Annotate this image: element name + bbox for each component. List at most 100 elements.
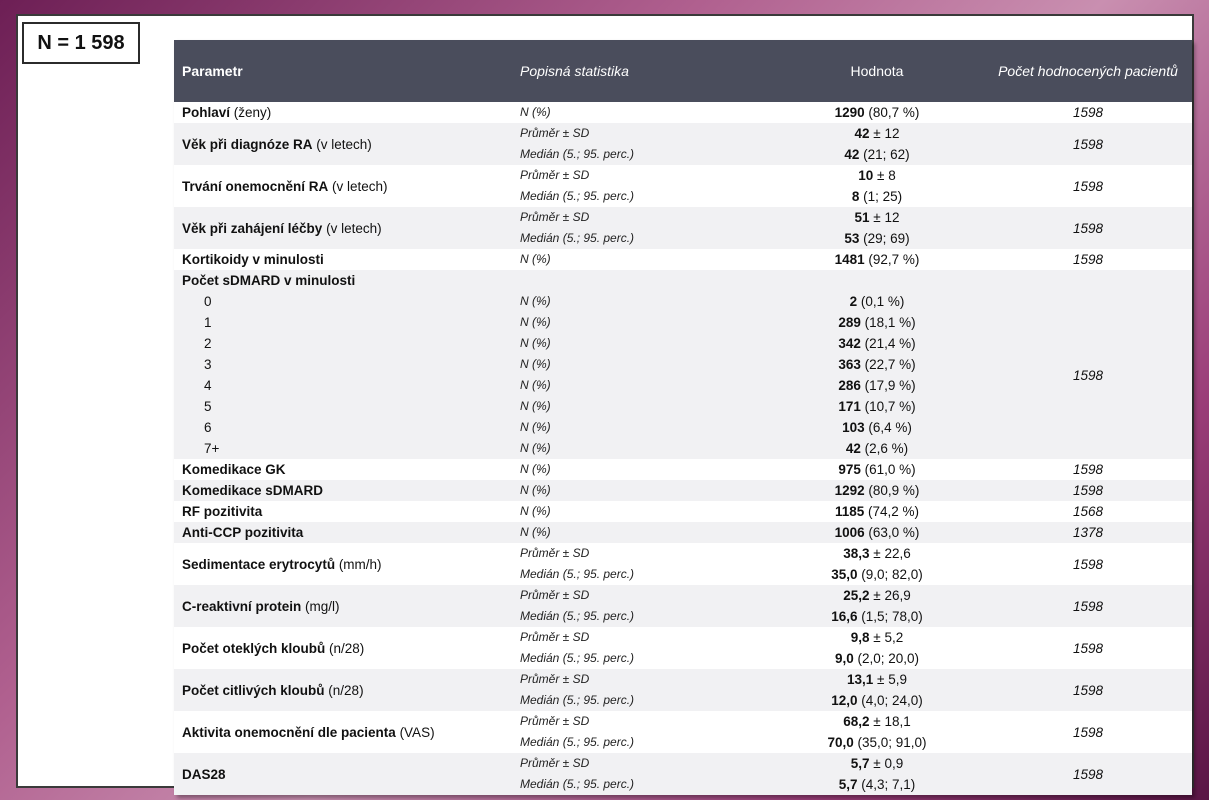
patient-count: 1598 [1072,136,1104,152]
statistic-label: Medián (5.; 95. perc.) [520,735,635,749]
statistic-cell: Průměr ± SD Medián (5.; 95. perc.) [514,669,770,711]
value-main: 103 [842,420,865,435]
value-cell: 1292 (80,9 %) [770,480,984,501]
statistic-cell: Průměr ± SD Medián (5.; 95. perc.) [514,543,770,585]
parameter-unit: (ženy) [230,105,272,120]
value-detail: ± 12 [869,210,900,225]
value-line: 35,0 (9,0; 82,0) [770,564,984,585]
statistic-label: N (%) [520,105,551,119]
statistic-cell: Průměr ± SD Medián (5.; 95. perc.) [514,123,770,165]
sdmard-count-label: 1 [204,315,212,330]
header-parameter: Parametr [182,63,243,79]
value-line: 1481 (92,7 %) [770,249,984,270]
value-line: 2 (0,1 %) [770,291,984,312]
statistic-label: Medián (5.; 95. perc.) [520,651,635,665]
value-main: 16,6 [831,609,858,624]
sdmard-count-label: 4 [204,378,212,393]
statistic-label: Medián (5.; 95. perc.) [520,231,635,245]
patient-count: 1598 [1072,105,1104,120]
value-main: 12,0 [831,693,858,708]
sdmard-block: Počet sDMARD v minulosti 0 1 2 3 4 5 6 7+ N (%) N … [174,270,1192,459]
value-main: 1185 [834,504,865,519]
statistic-cell: Průměr ± SD Medián (5.; 95. perc.) [514,585,770,627]
sdmard-count-label: 0 [204,294,212,309]
value-line: 5,7 ± 0,9 [770,753,984,774]
value-detail: (80,9 %) [864,483,920,498]
value-detail: (9,0; 82,0) [857,567,923,582]
value-detail: (61,0 %) [860,462,916,477]
statistic-label: Průměr ± SD [520,714,590,728]
value-main: 975 [838,462,861,477]
parameter-cell: Sedimentace erytrocytů (mm/h) [174,557,514,572]
value-detail: ± 8 [873,168,896,183]
parameter-name: Věk při zahájení léčby [182,220,323,236]
value-detail: (63,0 %) [864,525,920,540]
parameter-name: Věk při diagnóze RA [182,136,313,152]
patient-count: 1598 [1072,252,1104,267]
parameter-unit: (v letech) [328,178,388,194]
value-main: 42 [844,147,860,162]
value-cell: 42 ± 12 42 (21; 62) [770,123,984,165]
parameter-cell: Věk při zahájení léčby (v letech) [174,221,514,236]
parameter-cell: Komedikace sDMARD [174,483,514,498]
patient-count: 1598 [1072,483,1104,498]
value-detail: ± 5,9 [873,672,907,687]
statistic-label: Průměr ± SD [520,168,590,182]
value-main: 289 [838,315,861,330]
value-main: 1481 [834,252,865,267]
sdmard-count-label: 2 [204,336,212,351]
parameter-name: Počet citlivých kloubů [182,682,325,698]
value-detail: (1; 25) [859,189,903,204]
table-body: Pohlaví (ženy) N (%) 1290 (80,7 %) 1598 Věk … [174,102,1192,795]
table-row: RF pozitivita N (%) 1185 (74,2 %) 1568 [174,501,1192,522]
parameter-name: Komedikace GK [182,462,286,477]
value-detail: (0,1 %) [857,294,905,309]
statistic-label: Průměr ± SD [520,210,590,224]
value-line: 68,2 ± 18,1 [770,711,984,732]
patient-count: 1598 [1072,598,1104,614]
statistic-label: Medián (5.; 95. perc.) [520,189,635,203]
statistic-cell: Průměr ± SD Medián (5.; 95. perc.) [514,711,770,753]
value-cell: 51 ± 12 53 (29; 69) [770,207,984,249]
value-main: 363 [838,357,861,372]
statistic-label: N (%) [520,504,551,518]
statistic-cell: Průměr ± SD Medián (5.; 95. perc.) [514,207,770,249]
table-row: Komedikace sDMARD N (%) 1292 (80,9 %) 1598 [174,480,1192,501]
value-line: 38,3 ± 22,6 [770,543,984,564]
parameter-cell: Počet citlivých kloubů (n/28) [174,683,514,698]
table-row: Počet oteklých kloubů (n/28) Průměr ± SD M… [174,627,1192,669]
value-line: 10 ± 8 [770,165,984,186]
value-main: 25,2 [843,588,870,603]
patient-count: 1598 [1072,178,1104,194]
value-line: 8 (1; 25) [770,186,984,207]
table-row: Věk při zahájení léčby (v letech) Průměr … [174,207,1192,249]
sdmard-count-label: 3 [204,357,212,372]
parameter-name: Anti-CCP pozitivita [182,525,304,540]
parameter-name: RF pozitivita [182,504,263,519]
table-row: Sedimentace erytrocytů (mm/h) Průměr ± SD… [174,543,1192,585]
value-detail: ± 12 [869,126,900,141]
parameter-unit: (mg/l) [301,598,340,614]
value-main: 53 [844,231,860,246]
parameter-name: Počet sDMARD v minulosti [182,273,356,288]
parameter-cell: C-reaktivní protein (mg/l) [174,599,514,614]
sdmard-parameter-cell: Počet sDMARD v minulosti 0 1 2 3 4 5 6 7+ [174,270,514,459]
value-detail: (29; 69) [859,231,910,246]
statistic-label: N (%) [520,315,551,329]
value-line: 16,6 (1,5; 78,0) [770,606,984,627]
statistic-label: N (%) [520,462,551,476]
statistic-label: Průměr ± SD [520,546,590,560]
value-line: 42 ± 12 [770,123,984,144]
parameter-unit: (VAS) [395,724,435,740]
value-main: 5,7 [838,777,858,792]
patient-count: 1598 [1072,367,1104,383]
value-cell: 5,7 ± 0,9 5,7 (4,3; 7,1) [770,753,984,795]
parameter-name: Komedikace sDMARD [182,483,324,498]
value-main: 171 [838,399,861,414]
value-main: 13,1 [847,672,874,687]
parameter-name: Aktivita onemocnění dle pacienta [182,724,396,740]
statistic-cell: Průměr ± SD Medián (5.; 95. perc.) [514,165,770,207]
patient-count: 1598 [1072,682,1104,698]
value-main: 70,0 [827,735,854,750]
value-line: 9,0 (2,0; 20,0) [770,648,984,669]
